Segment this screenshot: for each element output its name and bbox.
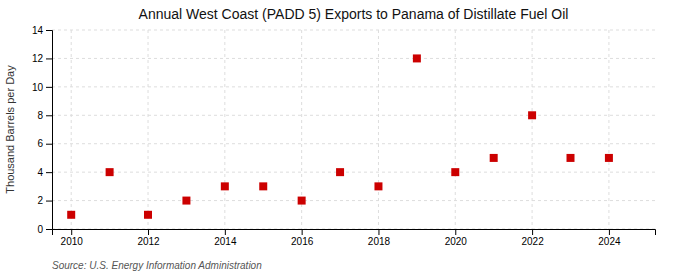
x-tick-label: 2024: [598, 236, 621, 247]
grid-line-x: [608, 30, 609, 229]
x-tick-label: 2020: [445, 236, 468, 247]
x-tick: 2020: [445, 229, 468, 247]
point: [374, 182, 382, 190]
x-tick-label: 2014: [214, 236, 237, 247]
point: [67, 211, 75, 219]
point: [182, 197, 190, 205]
x-tick-mark: [609, 229, 610, 235]
grid-line-x: [378, 30, 379, 229]
y-tick-mark: [46, 172, 52, 173]
x-tick: 2012: [137, 229, 160, 247]
x-tick: 2022: [521, 229, 544, 247]
x-tick-label: 2018: [368, 236, 391, 247]
y-tick: 6: [37, 138, 52, 149]
point: [490, 154, 498, 162]
point: [221, 182, 229, 190]
y-tick: 0: [37, 224, 52, 235]
y-tick: 10: [32, 82, 52, 93]
x-axis: 2010 2012 2014 2016 2018 2020 2022 2024: [53, 229, 656, 247]
y-tick: 12: [32, 53, 52, 64]
x-tick-mark: [225, 229, 226, 235]
source: Source: U.S. Energy Information Administ…: [52, 260, 262, 271]
y-tick-label: 0: [37, 224, 43, 235]
y-tick: 2: [37, 195, 52, 206]
grid-line-y: [52, 30, 655, 31]
y-tick-mark: [46, 58, 52, 59]
y-tick-label: 10: [32, 82, 44, 93]
x-tick-mark: [148, 229, 149, 235]
x-tick: 2024: [598, 229, 621, 247]
y-tick-label: 4: [37, 167, 43, 178]
grid-line-x: [148, 30, 149, 229]
x-tick-mark: [71, 229, 72, 235]
y-tick: 4: [37, 167, 52, 178]
grid-line-y: [52, 143, 655, 144]
x-tick-label: 2022: [521, 236, 544, 247]
x-tick: 2010: [61, 229, 84, 247]
grid: [52, 30, 655, 229]
y-tick-label: 12: [32, 53, 44, 64]
grid-line-y: [52, 86, 655, 87]
x-tick-label: 2010: [61, 236, 84, 247]
x-tick-mark: [378, 229, 379, 235]
point: [605, 154, 613, 162]
grid-line-x: [532, 30, 533, 229]
grid-line-x: [455, 30, 456, 229]
point: [144, 211, 152, 219]
y-tick-label: 14: [32, 25, 44, 36]
y-tick-label: 8: [37, 110, 43, 121]
x-tick: 2016: [291, 229, 314, 247]
title: Annual West Coast (PADD 5) Exports to Pa…: [139, 6, 569, 22]
x-tick-mark: [532, 229, 533, 235]
y-tick-label: 6: [37, 138, 43, 149]
x-tick: 2018: [368, 229, 391, 247]
x-tick-mark: [455, 229, 456, 235]
grid-line-y: [52, 200, 655, 201]
grid-line-y: [52, 58, 655, 59]
grid-line-y: [52, 115, 655, 116]
y-tick-mark: [46, 115, 52, 116]
x-tick-label: 2012: [137, 236, 160, 247]
point: [298, 197, 306, 205]
point: [451, 168, 459, 176]
y-axis: 0 2 4 6 8 10 12 14: [32, 25, 53, 235]
y-axis-title: Thousand Barrels per Day: [4, 65, 16, 194]
point: [336, 168, 344, 176]
y-tick-label: 2: [37, 195, 43, 206]
y-tick-mark: [46, 87, 52, 88]
y-tick: 14: [32, 25, 52, 36]
x-tick: 2014: [214, 229, 237, 247]
y-tick-mark: [46, 144, 52, 145]
chart: 2010 2012 2014 2016 2018 2020 2022 2024 0 2 4 6 8 10 1…: [0, 0, 675, 275]
x-tick-label: 2016: [291, 236, 314, 247]
grid-line-x: [224, 30, 225, 229]
point: [567, 154, 575, 162]
grid-line-x: [71, 30, 72, 229]
point: [106, 168, 114, 176]
plot-area: 2010 2012 2014 2016 2018 2020 2022 2024 0 2 4 6 8 10 1…: [32, 25, 656, 247]
point: [259, 182, 267, 190]
y-tick-mark: [46, 229, 52, 230]
y-tick: 8: [37, 110, 52, 121]
point: [413, 54, 421, 62]
point: [528, 111, 536, 119]
y-tick-mark: [46, 30, 52, 31]
y-axis-line: [46, 31, 53, 230]
points: [67, 54, 613, 218]
y-tick-mark: [46, 201, 52, 202]
grid-line-y: [52, 172, 655, 173]
x-axis-line: [53, 230, 656, 236]
x-tick-mark: [302, 229, 303, 235]
